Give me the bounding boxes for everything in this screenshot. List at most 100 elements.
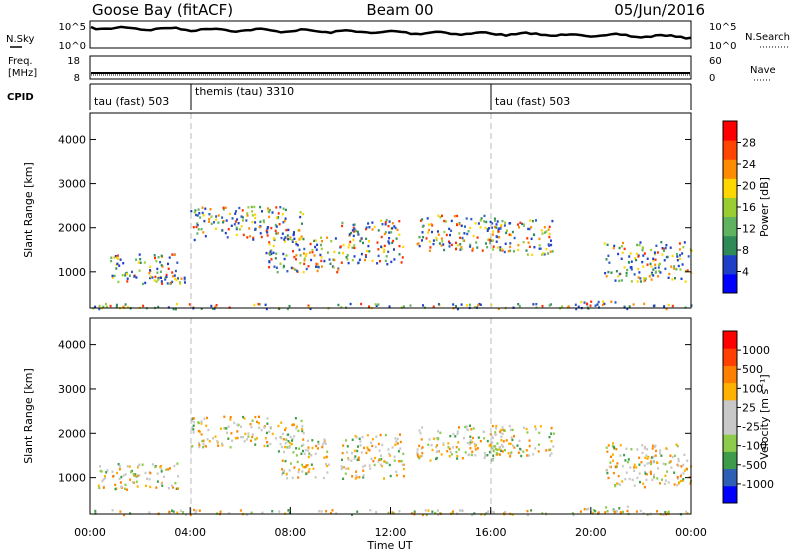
data-cell <box>477 304 480 307</box>
y-tick-label: 1000 <box>58 472 86 485</box>
data-cell <box>607 254 610 257</box>
data-cell <box>676 444 679 448</box>
data-cell <box>508 233 511 236</box>
data-cell <box>128 465 131 468</box>
data-cell <box>358 476 361 479</box>
data-cell <box>195 225 198 229</box>
data-cell <box>356 510 359 513</box>
data-cell <box>618 279 621 283</box>
data-cell <box>202 442 205 446</box>
data-cell <box>298 229 301 232</box>
data-cell <box>675 253 678 256</box>
data-cell <box>496 235 498 239</box>
data-cell <box>639 480 641 484</box>
data-cell <box>355 474 358 477</box>
data-cell <box>353 246 356 250</box>
data-cell <box>430 223 433 226</box>
data-cell <box>247 435 250 438</box>
data-cell <box>456 457 459 460</box>
data-cell <box>323 456 326 459</box>
data-cell <box>171 484 173 487</box>
data-cell <box>606 243 609 246</box>
data-cell <box>386 263 389 266</box>
data-cell <box>342 477 345 480</box>
data-cell <box>388 237 391 240</box>
data-cell <box>117 463 120 466</box>
data-cell <box>289 237 291 240</box>
data-cell <box>101 479 104 483</box>
data-cell <box>326 464 329 468</box>
data-cell <box>492 459 495 462</box>
scatter-region-5 <box>265 236 342 274</box>
data-cell <box>416 451 419 454</box>
data-cell <box>626 460 629 464</box>
data-cell <box>437 430 439 433</box>
data-cell <box>421 426 424 429</box>
cpid-segment-1: tau (fast) 503 <box>94 95 169 108</box>
data-cell <box>272 244 275 248</box>
data-cell <box>602 300 605 303</box>
data-cell <box>391 446 394 449</box>
data-cell <box>302 438 305 441</box>
data-cell <box>155 280 158 283</box>
data-cell <box>461 457 464 460</box>
data-cell <box>622 241 624 245</box>
data-cell <box>217 221 220 224</box>
data-cell <box>447 442 450 445</box>
data-cell <box>548 435 551 439</box>
data-cell <box>503 250 506 254</box>
data-cell <box>458 426 460 429</box>
data-cell <box>538 247 541 250</box>
data-cell <box>682 463 685 467</box>
data-cell <box>204 235 207 238</box>
data-cell <box>493 217 496 220</box>
data-cell <box>137 261 140 264</box>
data-cell <box>157 256 160 259</box>
data-cell <box>149 485 152 489</box>
data-cell <box>357 261 360 265</box>
data-cell <box>630 260 633 263</box>
data-cell <box>494 447 497 451</box>
data-cell <box>398 244 401 248</box>
data-cell <box>649 472 652 476</box>
data-cell <box>669 454 672 457</box>
data-cell <box>604 511 607 514</box>
data-cell <box>302 237 305 241</box>
scatter-region-3 <box>153 276 186 285</box>
data-cell <box>629 466 632 469</box>
data-cell <box>357 233 360 236</box>
data-cell <box>661 253 664 256</box>
data-cell <box>500 435 503 438</box>
data-cell <box>492 245 495 248</box>
data-cell <box>285 438 288 441</box>
data-cell <box>169 282 172 285</box>
data-cell <box>446 450 449 453</box>
data-cell <box>111 509 114 512</box>
data-cell <box>374 456 376 460</box>
data-cell <box>286 446 289 449</box>
data-cell <box>277 424 280 428</box>
data-cell <box>664 463 667 466</box>
data-cell <box>450 229 453 232</box>
data-cell <box>203 444 206 448</box>
data-cell <box>365 237 368 240</box>
data-cell <box>465 425 468 428</box>
beam-title: Beam 00 <box>366 1 433 19</box>
data-cell <box>242 233 245 237</box>
data-cell <box>470 217 473 221</box>
data-cell <box>505 439 508 442</box>
data-cell <box>664 510 667 514</box>
data-cell <box>531 219 534 223</box>
data-cell <box>416 453 419 456</box>
data-cell <box>277 232 279 235</box>
data-cell <box>477 222 480 225</box>
data-cell <box>455 450 458 454</box>
data-cell <box>273 265 276 268</box>
data-cell <box>495 452 498 455</box>
data-cell <box>465 217 468 220</box>
data-cell <box>171 253 174 256</box>
data-cell <box>116 471 118 475</box>
data-cell <box>646 448 649 451</box>
data-cell <box>286 234 289 237</box>
data-cell <box>309 251 311 254</box>
